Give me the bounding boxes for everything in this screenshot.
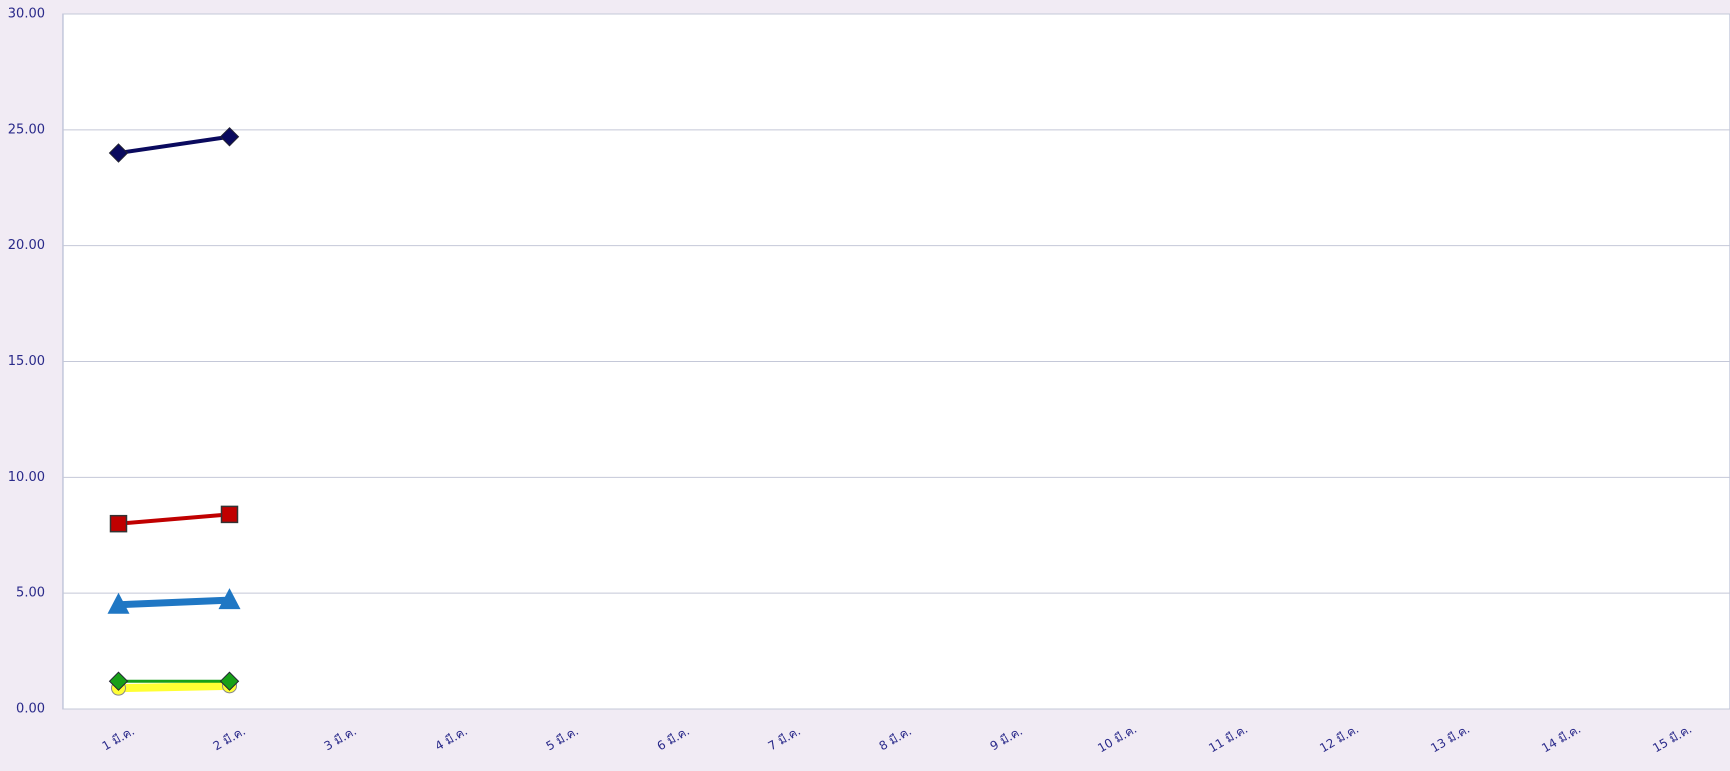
marker [218, 588, 241, 610]
x-tick-label: 9 มี.ค. [988, 724, 1025, 754]
x-tick-label: 6 มี.ค. [655, 724, 692, 754]
x-tick-label: 11 มี.ค. [1206, 722, 1250, 755]
y-tick-label: 30.00 [8, 7, 45, 22]
marker [108, 671, 129, 691]
x-tick-label: 2 มี.ค. [211, 724, 248, 754]
marker [219, 671, 240, 691]
x-tick-label: 1 มี.ค. [100, 724, 137, 754]
series-line [118, 681, 230, 693]
y-tick-label: 20.00 [8, 238, 45, 253]
y-tick-label: 0.00 [16, 702, 45, 717]
x-tick-label: 4 มี.ค. [433, 724, 470, 754]
x-tick-label: 10 มี.ค. [1095, 722, 1139, 755]
x-tick-label: 14 มี.ค. [1539, 722, 1583, 755]
x-tick-label: 12 มี.ค. [1317, 722, 1361, 755]
x-tick-label: 5 มี.ค. [544, 724, 581, 754]
x-tick-label: 15 มี.ค. [1650, 722, 1694, 755]
marker [107, 592, 130, 614]
y-tick-label: 10.00 [8, 470, 45, 485]
marker [219, 127, 240, 147]
marker [108, 143, 129, 163]
series-line [118, 134, 230, 155]
x-tick-label: 3 มี.ค. [322, 724, 359, 754]
y-tick-label: 25.00 [8, 122, 45, 137]
y-tick-label: 15.00 [8, 354, 45, 369]
x-tick-label: 13 มี.ค. [1428, 722, 1472, 755]
marker [109, 514, 128, 533]
x-tick-label: 8 มี.ค. [877, 724, 914, 754]
series-line [118, 596, 230, 609]
y-tick-label: 5.00 [16, 586, 45, 601]
series-line [118, 512, 230, 526]
marker [220, 505, 239, 524]
x-tick-label: 7 มี.ค. [766, 724, 803, 754]
